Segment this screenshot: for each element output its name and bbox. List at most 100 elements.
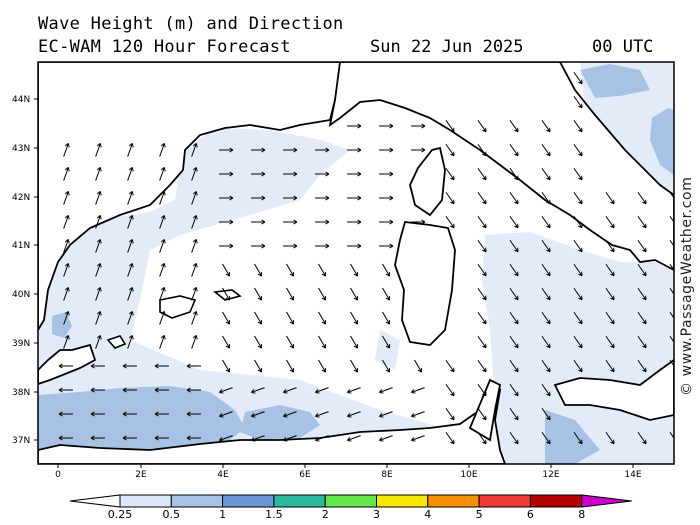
- wave-direction-arrow: [573, 71, 583, 85]
- wave-direction-arrow: [95, 263, 102, 277]
- lon-label: 0: [55, 470, 61, 480]
- wave-direction-arrow: [382, 335, 391, 349]
- lon-label: 12E: [542, 470, 559, 480]
- land-corsica: [409, 146, 446, 217]
- lat-label: 43N: [12, 144, 30, 154]
- wave-direction-arrow: [347, 435, 361, 442]
- lat-label: 40N: [12, 290, 30, 300]
- wave-direction-arrow: [251, 195, 266, 201]
- wave-direction-arrow: [605, 431, 615, 445]
- wave-direction-arrow: [219, 147, 234, 153]
- wave-direction-arrow: [573, 143, 583, 157]
- wave-direction-arrow: [541, 383, 551, 397]
- legend-swatch: [273, 494, 326, 508]
- wave-direction-arrow: [379, 387, 393, 394]
- wave-direction-arrow: [58, 411, 73, 417]
- wave-direction-arrow: [477, 383, 487, 397]
- wave-direction-arrow: [159, 239, 166, 253]
- land-mallorca: [159, 295, 197, 319]
- wave-direction-arrow: [541, 431, 551, 445]
- wave-direction-arrow: [414, 359, 423, 373]
- lon-label: 2E: [135, 470, 147, 480]
- wave-direction-arrow: [669, 359, 674, 367]
- wave-direction-arrow: [315, 171, 330, 177]
- wave-direction-arrow: [95, 287, 102, 301]
- legend-label: 1.5: [265, 508, 283, 521]
- wave-direction-arrow: [251, 147, 266, 153]
- wave-direction-arrow: [122, 387, 137, 393]
- wave-direction-arrow: [95, 335, 102, 349]
- wave-direction-arrow: [222, 335, 231, 349]
- wave-direction-arrow: [159, 215, 166, 229]
- wave-direction-arrow: [573, 311, 583, 325]
- wave-direction-arrow: [477, 119, 487, 133]
- wave-direction-arrow: [127, 167, 134, 181]
- wave-direction-arrow: [541, 311, 551, 325]
- wave-direction-arrow: [350, 311, 359, 325]
- wave-band-mid-sicily: [545, 410, 600, 464]
- wave-direction-arrow: [605, 311, 615, 325]
- wave-direction-arrow: [127, 143, 134, 157]
- wave-direction-arrow: [509, 263, 519, 277]
- wave-direction-arrow: [347, 123, 362, 129]
- wave-direction-arrow: [318, 287, 327, 301]
- wave-direction-arrow: [669, 191, 674, 199]
- wave-direction-arrow: [219, 171, 234, 177]
- wave-direction-arrow: [191, 143, 198, 157]
- wave-direction-arrow: [637, 311, 647, 325]
- wave-direction-arrow: [283, 411, 297, 418]
- legend-label: 0.5: [163, 508, 181, 521]
- wave-direction-arrow: [318, 263, 327, 277]
- wave-direction-arrow: [445, 359, 455, 373]
- wave-direction-arrow: [286, 263, 295, 277]
- land-ibiza: [106, 335, 127, 349]
- wave-direction-arrow: [605, 359, 615, 373]
- wave-direction-arrow: [127, 239, 134, 253]
- wave-direction-arrow: [251, 243, 266, 249]
- wave-direction-arrow: [90, 411, 105, 417]
- wave-direction-arrow: [63, 167, 70, 181]
- lat-label: 42N: [12, 193, 30, 203]
- wave-direction-arrow: [191, 263, 198, 277]
- wave-direction-arrow: [573, 191, 583, 205]
- wave-direction-arrow: [477, 407, 487, 421]
- lat-label: 37N: [12, 436, 30, 446]
- wave-direction-arrow: [605, 335, 615, 349]
- wave-direction-arrow: [379, 123, 394, 129]
- wave-direction-arrow: [58, 363, 73, 369]
- legend-label: 6: [527, 508, 534, 521]
- wave-direction-arrow: [315, 411, 329, 418]
- wave-direction-arrow: [251, 411, 265, 418]
- wave-direction-arrow: [95, 167, 102, 181]
- wave-direction-arrow: [159, 143, 166, 157]
- wave-direction-arrow: [605, 215, 615, 229]
- wave-direction-arrow: [254, 311, 263, 325]
- wave-direction-arrow: [541, 167, 551, 181]
- direction-arrows: [58, 71, 674, 445]
- wave-direction-arrow: [445, 431, 455, 445]
- wave-direction-arrow: [347, 387, 361, 394]
- wave-direction-arrow: [573, 119, 583, 133]
- legend-swatch: [222, 494, 275, 508]
- legend-swatch: [324, 494, 378, 508]
- wave-direction-arrow: [541, 263, 551, 277]
- wave-direction-arrow: [347, 219, 362, 225]
- wave-direction-arrow: [669, 239, 674, 247]
- wave-direction-arrow: [379, 411, 393, 418]
- wave-direction-arrow: [58, 387, 73, 393]
- wave-direction-arrow: [347, 195, 362, 201]
- legend-swatch: [529, 494, 583, 508]
- land-sicily: [553, 358, 674, 421]
- wave-direction-arrow: [445, 383, 455, 397]
- lat-label: 39N: [12, 339, 30, 349]
- wave-direction-arrow: [191, 287, 198, 301]
- wave-direction-arrow: [350, 263, 359, 277]
- wave-direction-arrow: [191, 191, 198, 205]
- wave-direction-arrow: [445, 143, 455, 157]
- wave-direction-arrow: [219, 243, 234, 249]
- land-tunisia-cape: [468, 378, 502, 442]
- wave-band-mid-west: [52, 312, 72, 338]
- wave-direction-arrow: [315, 435, 329, 442]
- wave-direction-arrow: [541, 407, 551, 421]
